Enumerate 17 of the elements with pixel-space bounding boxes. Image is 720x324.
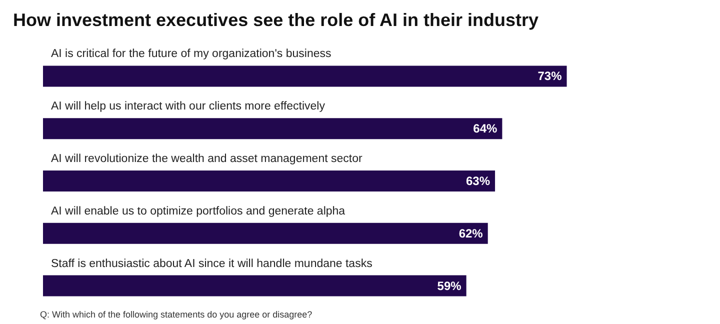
data-label: 59%: [437, 278, 462, 293]
bar: [43, 118, 502, 140]
data-label: 63%: [466, 174, 490, 188]
y-tick-label: AI will revolutionize the wealth and asset management sector: [51, 153, 362, 165]
y-tick-label: AI will enable us to optimize portfolios and generate alpha: [51, 205, 346, 218]
text: Q: With which of the following statements do you agree or disagree?: [40, 310, 312, 320]
y-tick-label: AI is critical for the future of my organization's business: [51, 48, 332, 60]
bar: [43, 222, 488, 244]
data-label: 62%: [458, 226, 484, 240]
y-tick-label: AI will help us interact with our clients more effectively: [51, 100, 326, 113]
data-label: 73%: [538, 69, 562, 84]
bar: [43, 170, 496, 192]
data-label: 64%: [473, 122, 498, 136]
y-tick-label: Staff is enthusiastic about AI since it will handle mundane tasks: [51, 258, 373, 270]
bar: [43, 275, 466, 296]
bar: [43, 66, 567, 87]
chart-title: How investment executives see the role of AI in their industry: [13, 10, 538, 30]
